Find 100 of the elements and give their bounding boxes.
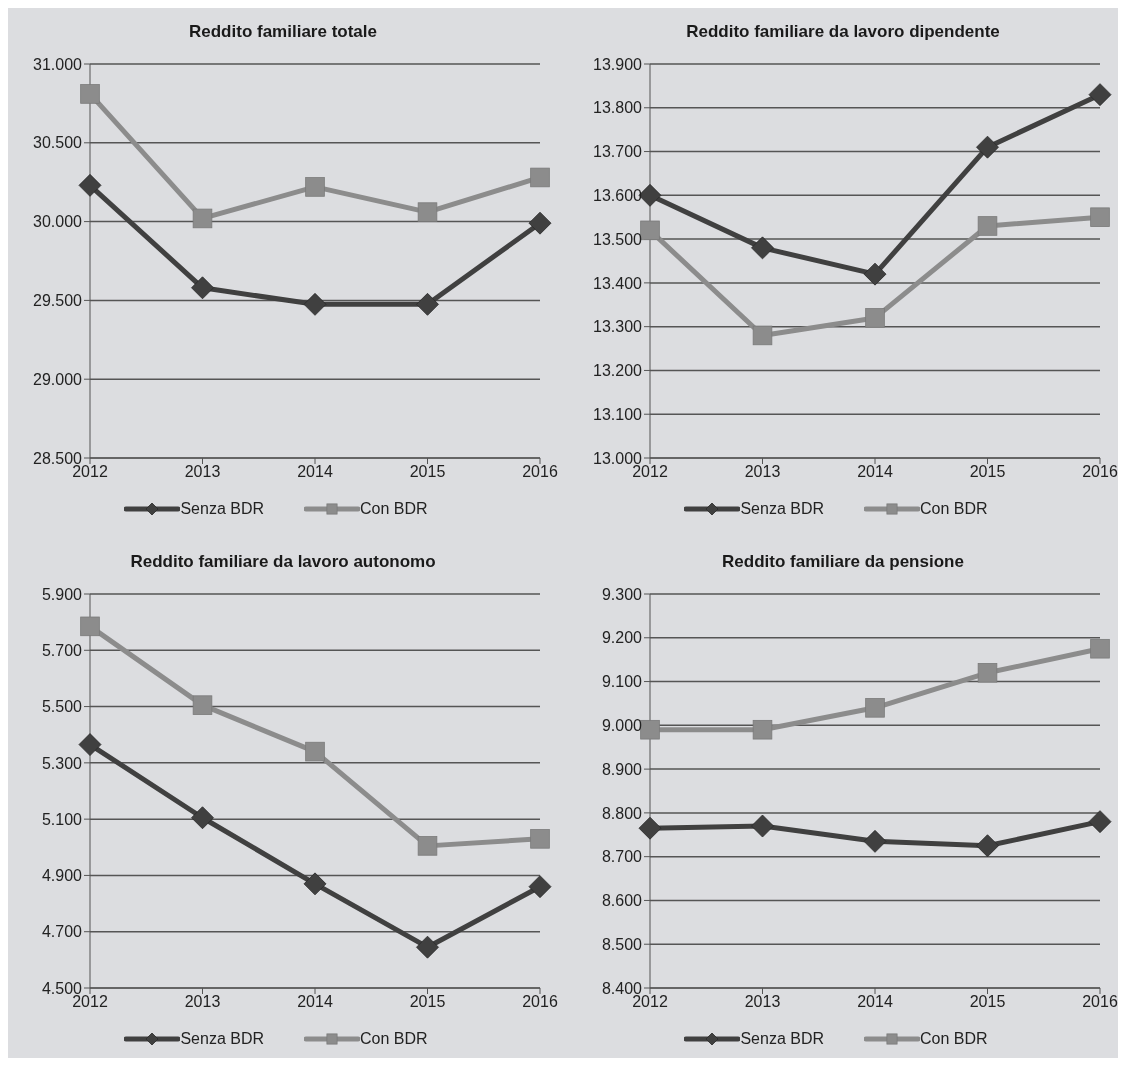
y-tick-label: 4.900 bbox=[41, 867, 83, 885]
x-tick-label: 2016 bbox=[522, 463, 558, 481]
point bbox=[1090, 207, 1110, 227]
point bbox=[417, 836, 438, 856]
point bbox=[976, 135, 999, 159]
point bbox=[192, 695, 213, 715]
point bbox=[416, 935, 439, 959]
point bbox=[191, 276, 214, 300]
y-tick-label: 5.500 bbox=[41, 698, 83, 716]
point bbox=[305, 741, 325, 762]
x-tick-label: 2015 bbox=[409, 993, 446, 1011]
legend-label: Senza BDR bbox=[740, 500, 824, 518]
point bbox=[976, 834, 999, 858]
y-tick-label: 9.000 bbox=[601, 717, 643, 735]
point bbox=[528, 211, 552, 235]
point bbox=[305, 177, 325, 197]
y-tick-label: 13.700 bbox=[593, 143, 643, 161]
point bbox=[1088, 810, 1112, 834]
point bbox=[865, 698, 885, 718]
legend-label: Senza BDR bbox=[180, 500, 264, 518]
x-tick-label: 2012 bbox=[632, 463, 668, 481]
x-tick-label: 2015 bbox=[969, 463, 1006, 481]
legend-label: Con BDR bbox=[360, 1030, 428, 1048]
point bbox=[863, 262, 887, 286]
point bbox=[640, 220, 660, 241]
legend-label: Con BDR bbox=[920, 500, 988, 518]
y-tick-label: 13.800 bbox=[593, 99, 643, 117]
point bbox=[1088, 83, 1112, 107]
point bbox=[303, 292, 327, 316]
x-tick-label: 2014 bbox=[857, 993, 893, 1011]
point bbox=[78, 733, 102, 756]
y-tick-label: 5.300 bbox=[41, 754, 83, 772]
point bbox=[191, 806, 214, 830]
point bbox=[80, 84, 100, 104]
y-tick-label: 13.100 bbox=[593, 405, 643, 423]
y-tick-label: 5.700 bbox=[41, 641, 83, 659]
y-tick-label: 30.000 bbox=[33, 213, 83, 231]
legend-label: Con BDR bbox=[920, 1030, 988, 1048]
x-tick-label: 2013 bbox=[184, 463, 221, 481]
x-tick-label: 2013 bbox=[744, 993, 781, 1011]
y-tick-label: 13.900 bbox=[593, 55, 643, 73]
chart-title: Reddito familiare da lavoro autonomo bbox=[129, 551, 437, 573]
y-tick-label: 8.700 bbox=[601, 848, 643, 866]
x-tick-label: 2014 bbox=[297, 463, 333, 481]
point bbox=[78, 173, 102, 197]
point bbox=[1090, 638, 1110, 659]
x-tick-label: 2013 bbox=[744, 463, 781, 481]
y-tick-label: 13.500 bbox=[593, 230, 643, 248]
point bbox=[416, 292, 439, 316]
point bbox=[751, 236, 774, 260]
point bbox=[303, 872, 327, 896]
y-tick-label: 8.500 bbox=[601, 935, 643, 953]
point bbox=[865, 308, 885, 328]
x-tick-label: 2014 bbox=[857, 463, 893, 481]
x-tick-label: 2012 bbox=[72, 993, 108, 1011]
x-tick-label: 2013 bbox=[184, 993, 221, 1011]
y-tick-label: 8.800 bbox=[601, 804, 643, 822]
point bbox=[977, 663, 998, 683]
y-tick-label: 31.000 bbox=[33, 55, 83, 73]
y-tick-label: 8.900 bbox=[601, 760, 643, 778]
y-tick-label: 8.600 bbox=[601, 892, 643, 910]
y-tick-label: 29.000 bbox=[33, 370, 83, 388]
chart-title: Reddito familiare totale bbox=[188, 21, 378, 43]
chart-title: Reddito familiare da pensione bbox=[721, 551, 965, 573]
point bbox=[530, 167, 550, 188]
y-tick-label: 5.900 bbox=[41, 585, 83, 603]
point bbox=[640, 719, 660, 740]
y-tick-label: 13.300 bbox=[593, 318, 643, 336]
x-tick-label: 2012 bbox=[72, 463, 108, 481]
point bbox=[752, 719, 773, 740]
point bbox=[863, 829, 887, 853]
y-tick-label: 9.300 bbox=[601, 585, 643, 603]
legend-label: Senza BDR bbox=[180, 1030, 264, 1048]
x-tick-label: 2015 bbox=[409, 463, 446, 481]
x-tick-label: 2014 bbox=[297, 993, 333, 1011]
x-tick-label: 2016 bbox=[1082, 993, 1118, 1011]
legend-label: Senza BDR bbox=[740, 1030, 824, 1048]
y-tick-label: 4.700 bbox=[41, 923, 83, 941]
x-tick-label: 2012 bbox=[632, 993, 668, 1011]
point bbox=[417, 202, 438, 222]
y-tick-label: 13.200 bbox=[593, 362, 643, 380]
legend-label: Con BDR bbox=[360, 500, 428, 518]
point bbox=[752, 325, 773, 346]
y-tick-label: 13.400 bbox=[593, 274, 643, 292]
point bbox=[751, 814, 774, 838]
y-tick-label: 5.100 bbox=[41, 810, 83, 828]
point bbox=[192, 208, 213, 229]
x-tick-label: 2016 bbox=[1082, 463, 1118, 481]
y-tick-label: 9.200 bbox=[601, 629, 643, 647]
x-tick-label: 2016 bbox=[522, 993, 558, 1011]
y-tick-label: 30.500 bbox=[33, 134, 83, 152]
x-tick-label: 2015 bbox=[969, 993, 1006, 1011]
point bbox=[530, 829, 550, 849]
chart-title: Reddito familiare da lavoro dipendente bbox=[685, 21, 1001, 43]
point bbox=[528, 875, 552, 899]
point bbox=[80, 616, 100, 637]
point bbox=[977, 216, 998, 236]
y-tick-label: 9.100 bbox=[601, 673, 643, 691]
y-tick-label: 13.600 bbox=[593, 187, 643, 205]
y-tick-label: 29.500 bbox=[33, 292, 83, 310]
